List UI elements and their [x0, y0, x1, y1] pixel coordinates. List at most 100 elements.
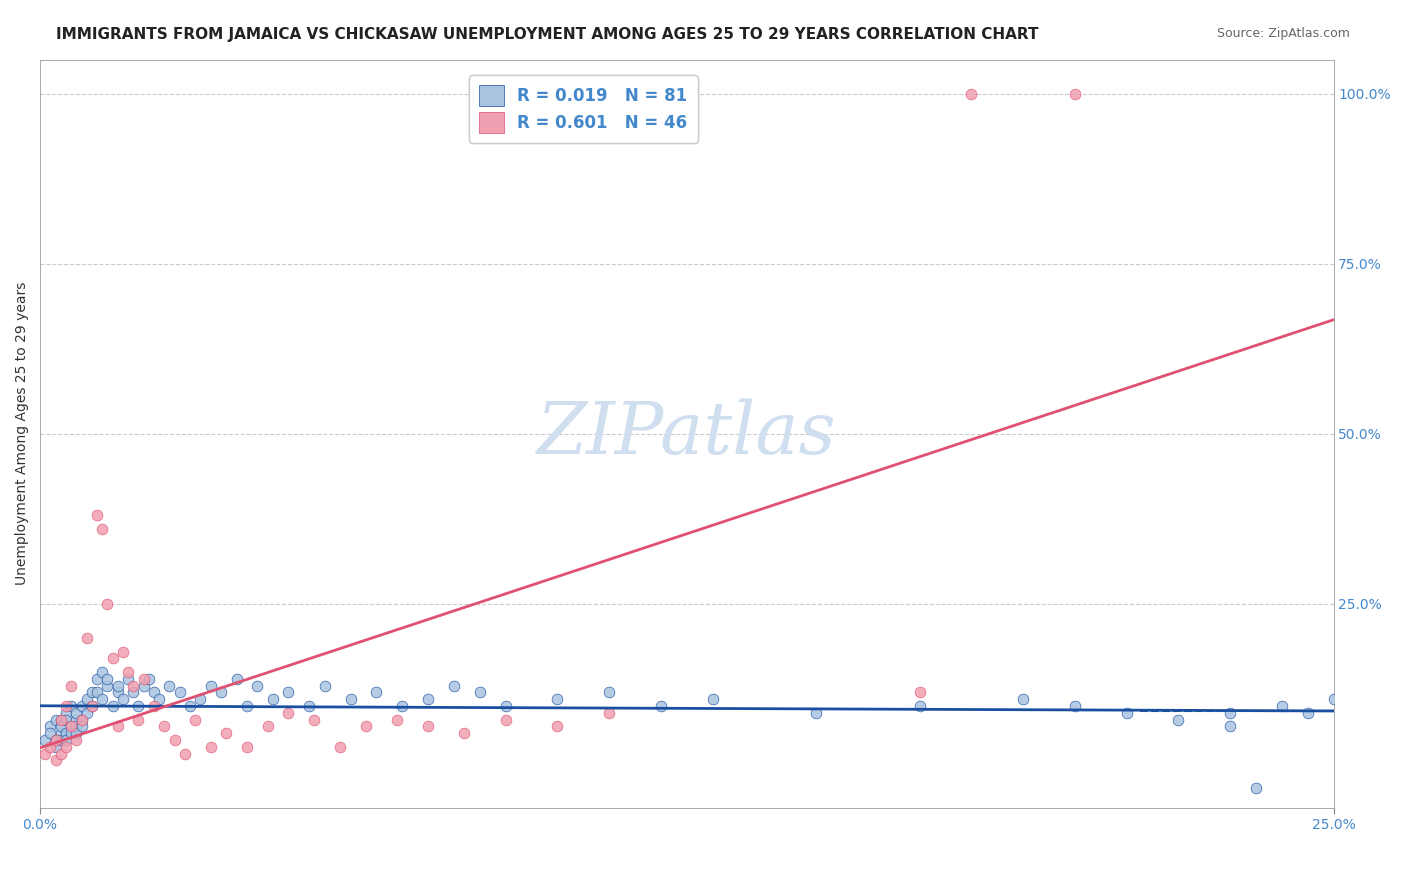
- Point: [1167, 713, 1189, 727]
- Point: [190, 692, 212, 706]
- Text: IMMIGRANTS FROM JAMAICA VS CHICKASAW UNEMPLOYMENT AMONG AGES 25 TO 29 YEARS CORR: IMMIGRANTS FROM JAMAICA VS CHICKASAW UNE…: [56, 27, 1039, 42]
- Point: [101, 698, 124, 713]
- Point: [246, 679, 269, 693]
- Point: [117, 672, 139, 686]
- Point: [122, 685, 145, 699]
- Point: [127, 698, 149, 713]
- Point: [169, 685, 191, 699]
- Point: [804, 706, 827, 720]
- Point: [122, 679, 145, 693]
- Point: [329, 739, 352, 754]
- Point: [70, 713, 93, 727]
- Point: [304, 713, 326, 727]
- Point: [1219, 706, 1241, 720]
- Point: [262, 692, 284, 706]
- Point: [184, 713, 207, 727]
- Point: [960, 87, 983, 101]
- Point: [45, 733, 67, 747]
- Point: [1296, 706, 1319, 720]
- Point: [366, 685, 388, 699]
- Point: [49, 713, 72, 727]
- Point: [60, 679, 83, 693]
- Point: [70, 719, 93, 733]
- Point: [132, 672, 155, 686]
- Point: [91, 692, 114, 706]
- Point: [215, 726, 238, 740]
- Point: [60, 719, 83, 733]
- Point: [174, 747, 197, 761]
- Point: [80, 698, 103, 713]
- Point: [96, 679, 118, 693]
- Point: [339, 692, 361, 706]
- Point: [65, 726, 87, 740]
- Point: [80, 685, 103, 699]
- Point: [107, 679, 129, 693]
- Point: [1244, 780, 1267, 795]
- Point: [76, 692, 98, 706]
- Point: [256, 719, 278, 733]
- Point: [277, 706, 299, 720]
- Point: [45, 739, 67, 754]
- Point: [1012, 692, 1035, 706]
- Point: [65, 719, 87, 733]
- Point: [314, 679, 336, 693]
- Point: [200, 739, 222, 754]
- Point: [236, 698, 259, 713]
- Point: [96, 672, 118, 686]
- Point: [65, 706, 87, 720]
- Point: [142, 698, 165, 713]
- Point: [1271, 698, 1294, 713]
- Point: [55, 726, 77, 740]
- Point: [76, 631, 98, 645]
- Point: [1063, 698, 1085, 713]
- Point: [153, 719, 176, 733]
- Point: [159, 679, 181, 693]
- Point: [546, 719, 568, 733]
- Point: [546, 692, 568, 706]
- Point: [60, 698, 83, 713]
- Point: [225, 672, 247, 686]
- Legend: R = 0.019   N = 81, R = 0.601   N = 46: R = 0.019 N = 81, R = 0.601 N = 46: [470, 76, 697, 143]
- Point: [96, 597, 118, 611]
- Point: [49, 733, 72, 747]
- Point: [107, 719, 129, 733]
- Point: [443, 679, 465, 693]
- Point: [45, 733, 67, 747]
- Point: [34, 747, 56, 761]
- Text: Source: ZipAtlas.com: Source: ZipAtlas.com: [1216, 27, 1350, 40]
- Point: [468, 685, 491, 699]
- Y-axis label: Unemployment Among Ages 25 to 29 years: Unemployment Among Ages 25 to 29 years: [15, 282, 30, 585]
- Point: [60, 726, 83, 740]
- Point: [55, 739, 77, 754]
- Point: [418, 692, 440, 706]
- Point: [385, 713, 408, 727]
- Point: [86, 508, 108, 523]
- Point: [65, 733, 87, 747]
- Point: [391, 698, 413, 713]
- Point: [39, 739, 62, 754]
- Point: [76, 706, 98, 720]
- Point: [418, 719, 440, 733]
- Point: [908, 698, 931, 713]
- Point: [55, 733, 77, 747]
- Point: [598, 706, 620, 720]
- Point: [495, 713, 517, 727]
- Point: [39, 719, 62, 733]
- Point: [1063, 87, 1085, 101]
- Point: [1219, 719, 1241, 733]
- Point: [1322, 692, 1344, 706]
- Point: [39, 726, 62, 740]
- Point: [86, 685, 108, 699]
- Point: [127, 713, 149, 727]
- Point: [200, 679, 222, 693]
- Point: [45, 713, 67, 727]
- Point: [111, 692, 134, 706]
- Point: [60, 719, 83, 733]
- Point: [277, 685, 299, 699]
- Point: [34, 733, 56, 747]
- Point: [163, 733, 186, 747]
- Point: [132, 679, 155, 693]
- Point: [908, 685, 931, 699]
- Point: [702, 692, 724, 706]
- Point: [49, 719, 72, 733]
